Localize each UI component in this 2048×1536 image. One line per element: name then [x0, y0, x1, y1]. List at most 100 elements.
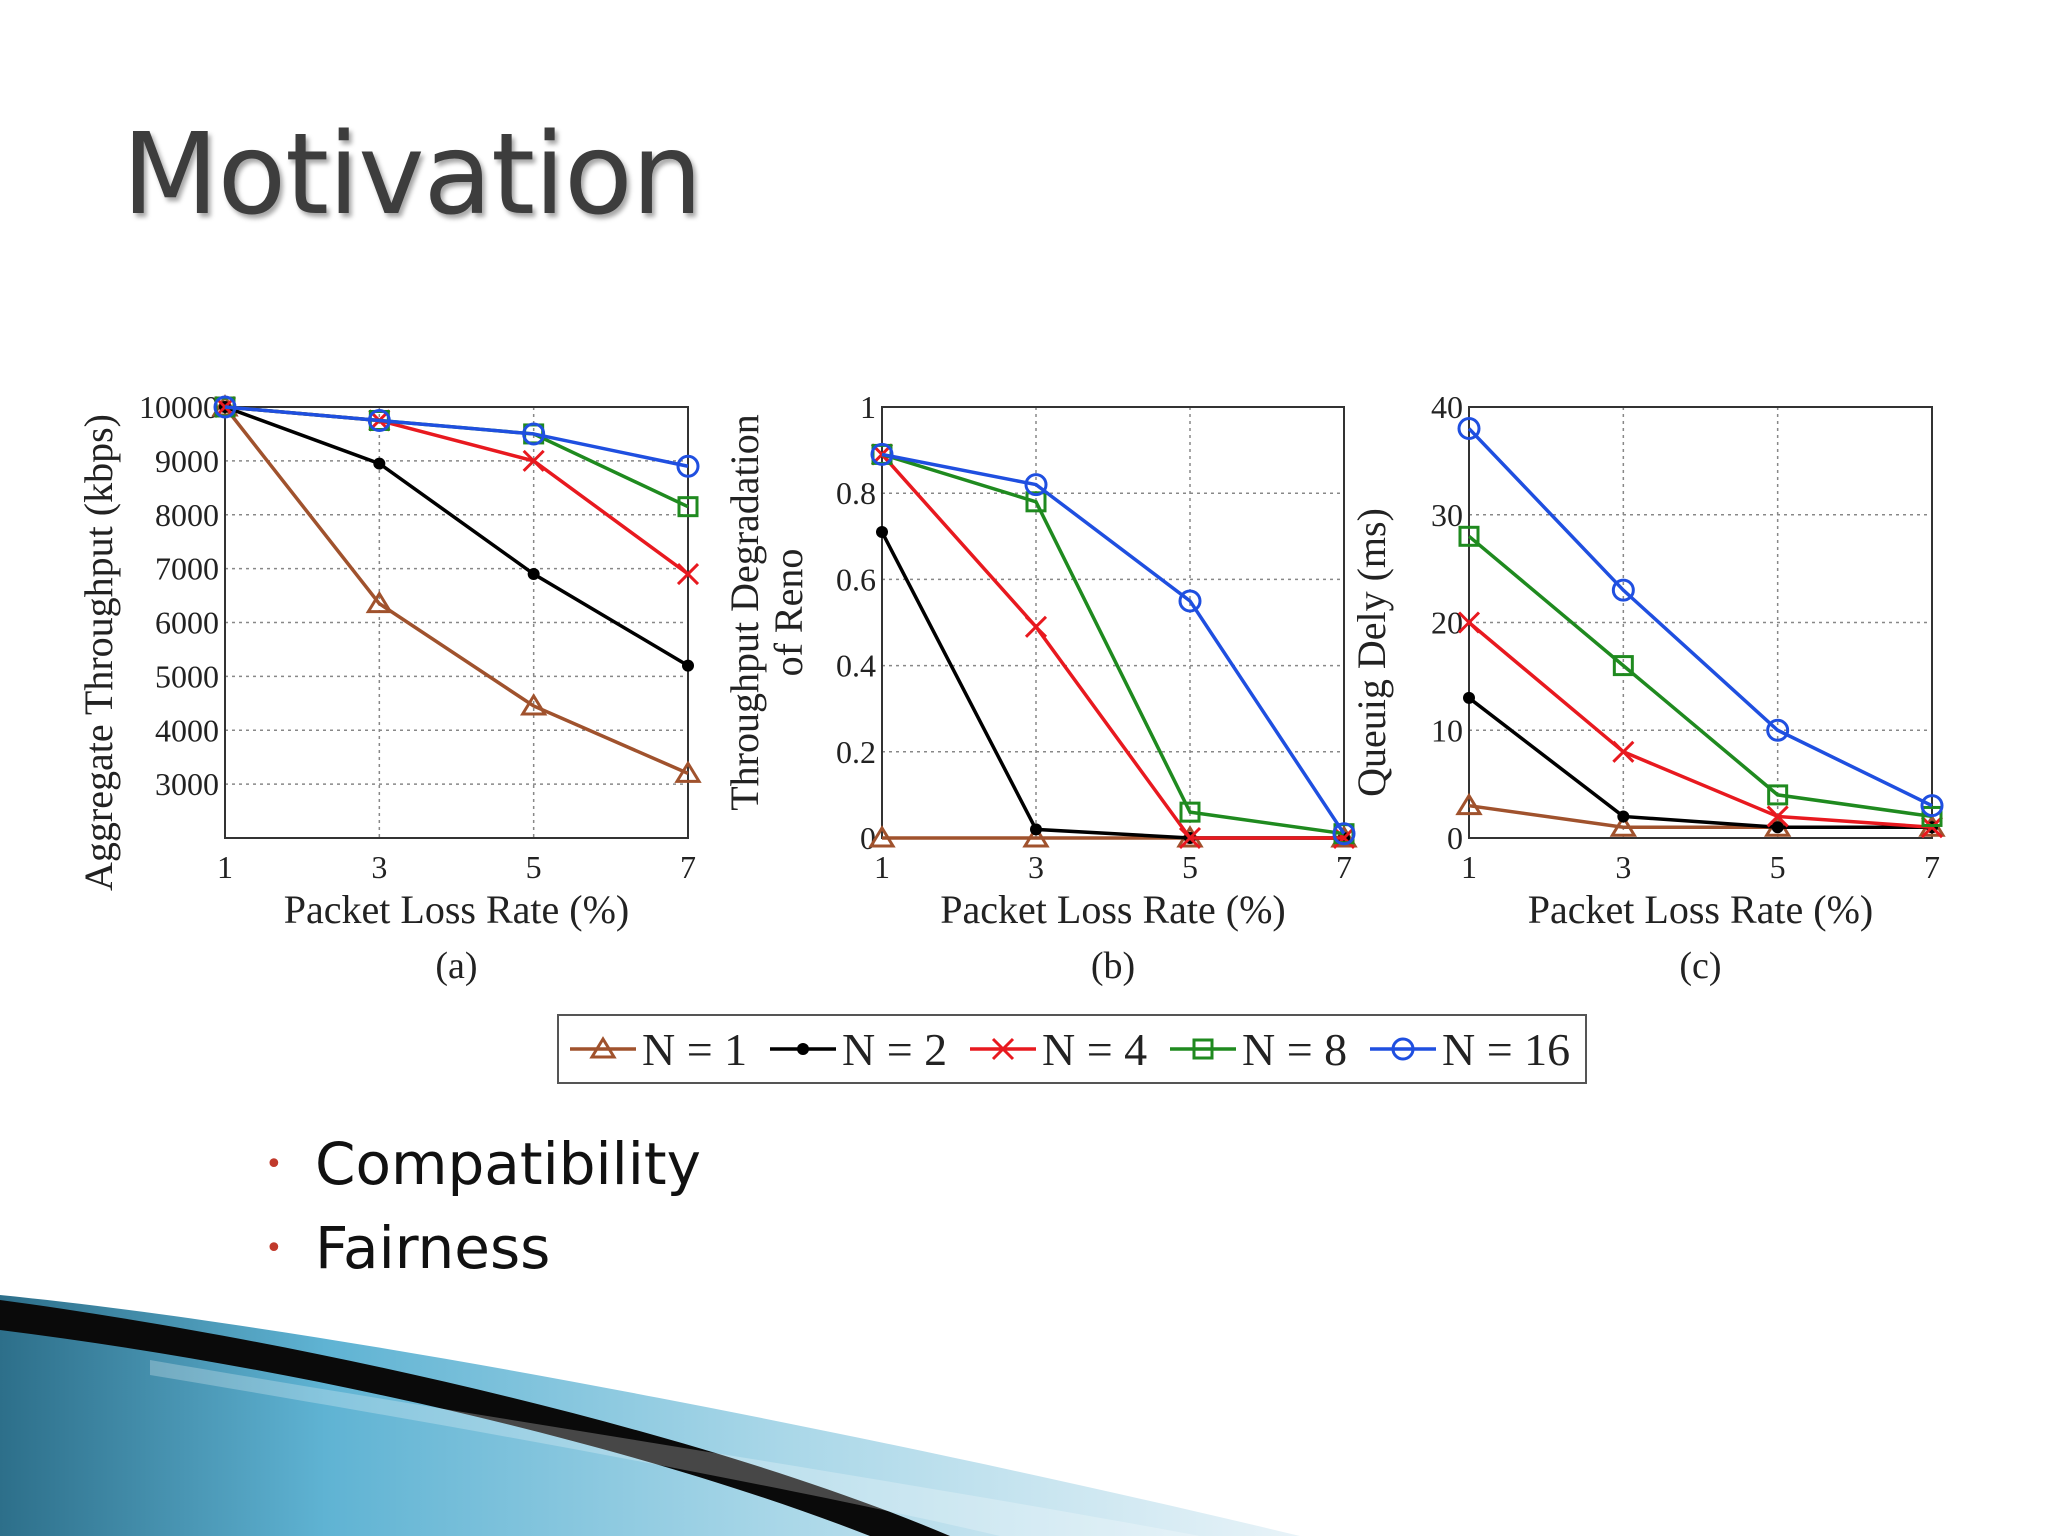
triangle-marker [868, 825, 896, 848]
dot-marker [1463, 691, 1475, 704]
dot-marker [1030, 823, 1042, 836]
triangle-marker [519, 693, 548, 716]
legend-label: N = 8 [1242, 1024, 1347, 1075]
cross-marker [1766, 805, 1789, 828]
y-axis-label: Queuig Dely (ms) [1349, 508, 1394, 797]
square-marker [1179, 801, 1201, 823]
circle-marker [522, 422, 546, 446]
legend-label: N = 2 [842, 1024, 947, 1075]
y-tick-label: 5000 [155, 658, 219, 694]
dot-marker [373, 457, 386, 470]
x-tick-label: 1 [1461, 849, 1477, 885]
cross-marker [1612, 740, 1635, 763]
series-line [224, 405, 689, 468]
x-tick-label: 3 [371, 849, 387, 885]
series-line [224, 405, 689, 509]
circle-marker [1611, 578, 1635, 602]
dot-marker [527, 568, 540, 581]
circle-marker [1457, 417, 1481, 441]
panel-label: (b) [1091, 945, 1135, 987]
y-tick-label: 8000 [155, 497, 219, 533]
dot-marker [1617, 810, 1630, 823]
dot-marker [876, 525, 888, 538]
series-line [880, 453, 1344, 840]
y-axis-label: Aggregate Throughput (kbps) [76, 414, 121, 891]
triangle-marker [589, 1036, 617, 1059]
legend-label: N = 16 [1442, 1024, 1570, 1075]
square-marker [677, 496, 699, 518]
dot-marker [682, 659, 694, 672]
circle-marker [1332, 822, 1356, 846]
slide-title: Motivation [122, 110, 703, 240]
legend: N = 1 N = 2 N = 4 N = 8 N = 16 [557, 1014, 1587, 1084]
y-tick-label: 0.4 [836, 648, 876, 684]
cross-marker [1920, 816, 1944, 839]
series-line [881, 452, 1346, 835]
series-line [1467, 427, 1933, 808]
y-tick-label: 3000 [155, 766, 219, 802]
square-marker [1192, 1038, 1214, 1060]
triangle-marker [1455, 792, 1483, 816]
series-line [224, 405, 689, 668]
series-line [223, 405, 689, 775]
chart-panel-2: 0 10 20 30 40 1 3 5 7 Packet Loss Rate (%) (c) Queu… [1349, 389, 1946, 987]
circle-marker [1024, 473, 1048, 497]
plot-area-frame [224, 406, 689, 839]
circle-marker [1391, 1037, 1415, 1061]
x-tick-label: 3 [1615, 849, 1631, 885]
x-axis-label: Packet Loss Rate (%) [940, 887, 1285, 932]
bullet-list: • Compatibility • Fairness [265, 1122, 701, 1290]
series-line [1467, 534, 1933, 819]
x-tick-label: 5 [1182, 849, 1198, 885]
dot-marker [1771, 821, 1784, 834]
panel-label: (c) [1679, 945, 1721, 987]
y-tick-label: 30 [1431, 497, 1463, 533]
x-tick-label: 7 [1336, 849, 1352, 885]
x-tick-label: 1 [874, 849, 890, 885]
y-tick-label: 10 [1431, 712, 1463, 748]
circle-marker [1178, 589, 1202, 613]
cross-marker [522, 449, 545, 472]
y-tick-label: 9000 [155, 443, 219, 479]
chart-panel-0: 3000 4000 5000 6000 7000 8000 9000 10000 1 3 5 7 Pac… [76, 389, 702, 987]
bullet-text: Compatibility [315, 1130, 701, 1198]
dot-marker [797, 1043, 809, 1055]
square-marker [1921, 805, 1943, 827]
y-tick-label: 6000 [155, 605, 219, 641]
circle-marker [870, 442, 894, 466]
series-line [880, 531, 1344, 840]
bullet-text: Fairness [315, 1214, 551, 1282]
x-tick-label: 5 [1770, 849, 1786, 885]
bullet-dot-icon: • [265, 1230, 283, 1266]
y-tick-label: 0 [1447, 820, 1463, 856]
triangle-marker [1609, 814, 1638, 837]
cross-marker [1024, 615, 1048, 638]
circle-marker [676, 454, 700, 478]
x-tick-label: 7 [680, 849, 696, 885]
y-tick-label: 10000 [139, 389, 219, 425]
cross-marker [676, 562, 700, 586]
square-marker [1767, 784, 1789, 806]
bullet-item: • Fairness [265, 1206, 701, 1290]
square-marker [1612, 655, 1634, 677]
y-tick-label: 0.2 [836, 734, 876, 770]
y-tick-label: 1 [860, 389, 876, 425]
x-tick-label: 7 [1924, 849, 1940, 885]
y-axis-label: Throughput Degradation [722, 414, 767, 811]
series-line [1467, 696, 1932, 829]
x-tick-label: 3 [1028, 849, 1044, 885]
bullet-item: • Compatibility [265, 1122, 701, 1206]
series-line [881, 452, 1345, 836]
circle-marker [1766, 718, 1790, 742]
x-tick-label: 1 [217, 849, 233, 885]
triangle-marker [365, 590, 394, 614]
circle-marker [367, 408, 391, 432]
square-marker [1025, 491, 1047, 513]
circle-marker [213, 395, 237, 419]
cross-marker [1457, 611, 1481, 634]
x-axis-label: Packet Loss Rate (%) [1528, 887, 1873, 932]
y-tick-label: 0.8 [836, 475, 876, 511]
plot-area-frame [881, 406, 1345, 839]
panel-label: (a) [435, 945, 477, 987]
